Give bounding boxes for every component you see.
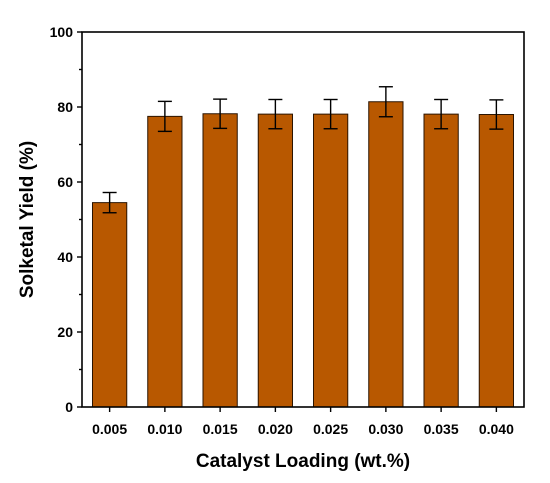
y-tick-label: 20 <box>57 324 73 340</box>
x-tick-label: 0.025 <box>313 421 348 437</box>
y-tick-label: 0 <box>65 399 73 415</box>
x-tick-label: 0.015 <box>203 421 238 437</box>
x-tick-label: 0.035 <box>424 421 459 437</box>
x-axis-title: Catalyst Loading (wt.%) <box>196 451 410 472</box>
y-tick-label: 40 <box>57 249 73 265</box>
bars-layer <box>91 101 515 408</box>
y-tick-label: 100 <box>50 24 74 40</box>
plot-frame <box>81 31 525 408</box>
x-axis-ticks: 0.005 0.010 0.015 0.020 0.025 0.030 0.035 0.040 <box>92 407 514 437</box>
y-tick-label: 60 <box>57 174 73 190</box>
error-bars-layer <box>102 86 504 214</box>
y-tick-label: 80 <box>57 99 73 115</box>
error-bar-0.005 <box>102 191 117 214</box>
y-axis-ticks: 0 20 40 60 80 100 <box>50 24 82 415</box>
bar-0.035 <box>423 113 459 408</box>
x-tick-label: 0.005 <box>92 421 127 437</box>
error-bar-0.025 <box>323 98 338 130</box>
bar-0.025 <box>312 113 349 408</box>
x-tick-label: 0.020 <box>258 421 293 437</box>
error-bar-0.020 <box>268 98 283 130</box>
error-bar-0.010 <box>157 100 172 133</box>
error-bar-0.015 <box>213 98 228 130</box>
bar-0.040 <box>478 114 515 408</box>
bar-0.005 <box>91 202 128 408</box>
error-bar-0.035 <box>434 98 449 130</box>
x-tick-label: 0.040 <box>479 421 514 437</box>
error-bar-0.040 <box>489 99 504 130</box>
x-tick-label: 0.010 <box>147 421 182 437</box>
y-axis-title: Solketal Yield (%) <box>17 141 38 298</box>
bar-0.020 <box>257 113 294 408</box>
bar-0.015 <box>202 113 238 408</box>
bar-0.030 <box>368 101 404 408</box>
error-bar-0.030 <box>378 86 393 118</box>
bar-0.010 <box>147 115 183 408</box>
x-tick-label: 0.030 <box>368 421 403 437</box>
